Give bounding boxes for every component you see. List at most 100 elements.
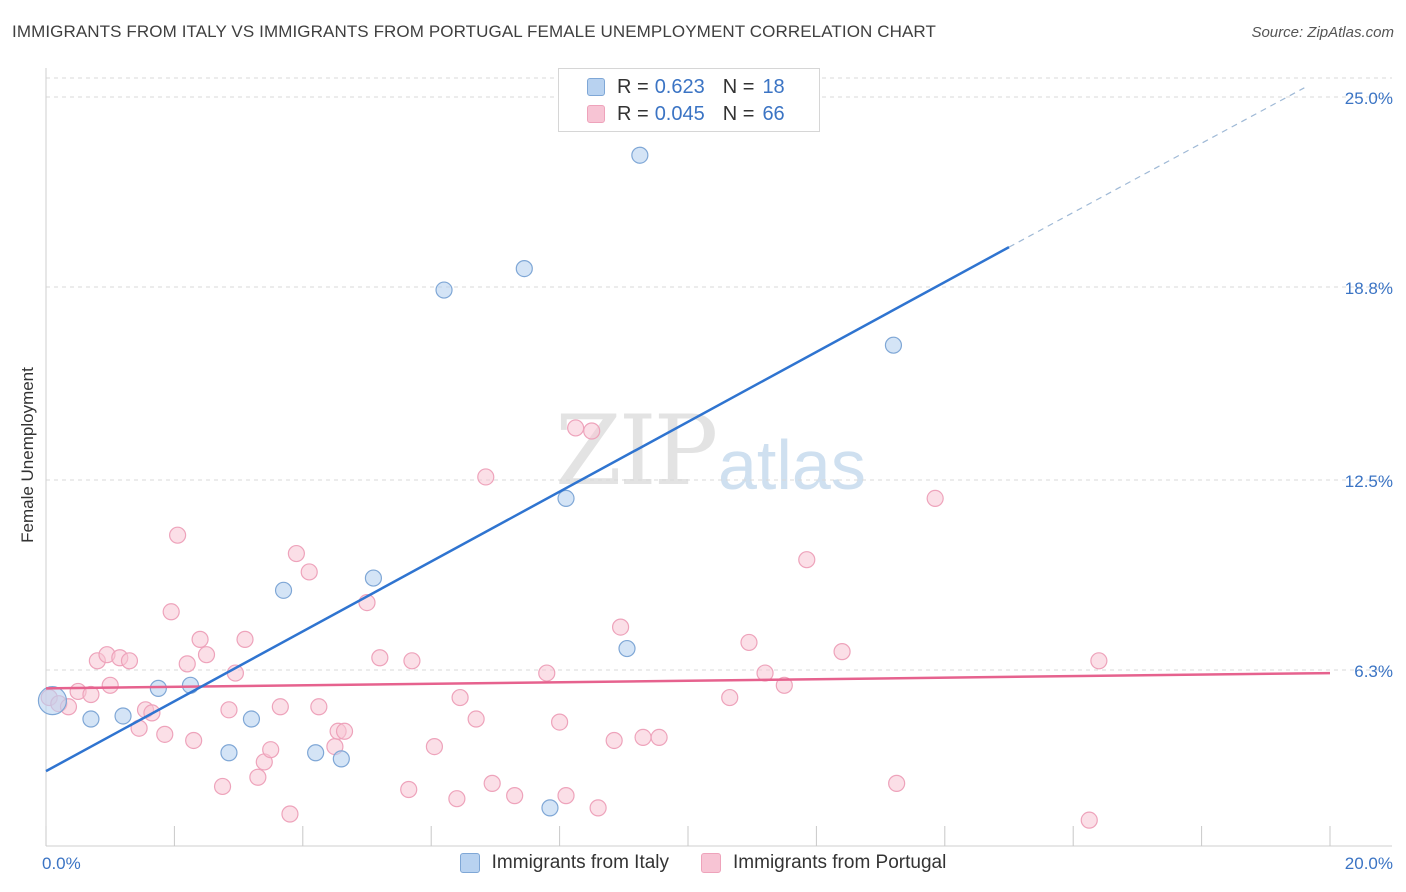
portugal-point xyxy=(721,688,739,707)
portugal-point xyxy=(567,419,585,437)
italy-point xyxy=(631,146,649,164)
portugal-point xyxy=(82,685,100,704)
portugal-point xyxy=(371,649,389,667)
italy-legend-swatch xyxy=(459,853,480,873)
portugal-r-value: 0.045 xyxy=(654,102,705,125)
y-tick-label: 18.8% xyxy=(1345,279,1393,298)
portugal-point xyxy=(650,728,668,747)
portugal-point xyxy=(775,676,793,694)
portugal-r-label: R = xyxy=(617,102,649,125)
portugal-point xyxy=(611,618,630,636)
portugal-legend-swatch xyxy=(701,853,722,873)
portugal-point xyxy=(197,646,216,664)
portugal-point xyxy=(506,787,524,805)
portugal-point xyxy=(271,698,289,716)
portugal-point xyxy=(1080,811,1098,829)
portugal-point xyxy=(191,630,209,648)
italy-trend-line xyxy=(45,246,1010,773)
italy-point xyxy=(181,676,200,694)
italy-point xyxy=(82,710,100,728)
portugal-trend-line xyxy=(45,671,1331,690)
portugal-point xyxy=(101,676,119,694)
x-tick-label-end: 20.0% xyxy=(1345,854,1393,873)
portugal-point xyxy=(926,489,944,508)
italy-point xyxy=(557,489,575,508)
portugal-point xyxy=(583,422,601,440)
portugal-point xyxy=(120,652,139,670)
italy-point xyxy=(307,744,325,762)
portugal-n-value: 66 xyxy=(762,102,785,125)
legend-row-italy: R = 0.623 N = 18 xyxy=(587,75,785,99)
portugal-point xyxy=(477,468,495,486)
portugal-point xyxy=(213,777,232,796)
portugal-point xyxy=(236,630,254,648)
portugal-point xyxy=(403,652,421,670)
portugal-point xyxy=(169,526,187,544)
portugal-point xyxy=(798,551,816,569)
portugal-point xyxy=(483,774,501,792)
portugal-point xyxy=(178,655,196,673)
portugal-point xyxy=(310,698,328,716)
legend-item-portugal: Immigrants from Portugal xyxy=(701,852,946,874)
y-tick-label: 6.3% xyxy=(1354,662,1393,681)
portugal-point xyxy=(249,768,267,786)
portugal-point xyxy=(300,563,318,581)
portugal-point xyxy=(538,664,556,682)
stats-legend: R = 0.623 N = 18 R = 0.045 N = 66 xyxy=(558,68,820,132)
italy-r-label: R = xyxy=(617,75,649,98)
y-axis-title: Female Unemployment xyxy=(18,367,37,543)
italy-point xyxy=(541,799,559,817)
source-label: Source: ZipAtlas.com xyxy=(1251,24,1394,41)
portugal-point xyxy=(162,603,180,621)
portugal-point xyxy=(634,728,652,747)
portugal-point xyxy=(335,722,354,740)
italy-point xyxy=(149,679,167,697)
series-legend: Immigrants from Italy Immigrants from Po… xyxy=(0,852,1406,874)
italy-point xyxy=(618,639,636,658)
portugal-point xyxy=(451,688,469,707)
chart-title: IMMIGRANTS FROM ITALY VS IMMIGRANTS FROM… xyxy=(12,22,936,41)
portugal-point xyxy=(833,643,851,661)
portugal-point xyxy=(605,731,623,750)
italy-trend-extension xyxy=(1008,87,1305,248)
italy-point xyxy=(37,686,68,716)
italy-n-value: 18 xyxy=(762,75,785,98)
portugal-point xyxy=(425,738,444,756)
portugal-point xyxy=(888,774,906,792)
italy-legend-label: Immigrants from Italy xyxy=(491,852,670,873)
legend-item-italy: Immigrants from Italy xyxy=(459,852,670,874)
portugal-point xyxy=(740,633,758,652)
portugal-point xyxy=(550,713,569,731)
portugal-point xyxy=(448,790,466,808)
portugal-point xyxy=(262,741,280,759)
italy-point xyxy=(884,336,903,354)
portugal-point xyxy=(185,731,203,750)
portugal-point xyxy=(756,664,774,682)
italy-point xyxy=(242,710,261,728)
italy-point xyxy=(364,569,383,587)
portugal-point xyxy=(220,701,238,719)
portugal-point xyxy=(156,725,174,743)
portugal-point xyxy=(467,710,485,728)
italy-point xyxy=(220,744,238,762)
portugal-point xyxy=(281,805,299,823)
y-tick-label: 25.0% xyxy=(1345,89,1393,108)
portugal-legend-label: Immigrants from Portugal xyxy=(733,852,947,873)
italy-point xyxy=(274,581,293,599)
legend-row-portugal: R = 0.045 N = 66 xyxy=(587,102,785,126)
portugal-point xyxy=(400,780,418,799)
portugal-point xyxy=(1090,652,1108,670)
italy-point xyxy=(114,707,132,725)
italy-point xyxy=(332,750,350,768)
y-tick-label: 12.5% xyxy=(1345,472,1393,491)
portugal-swatch xyxy=(587,105,605,123)
italy-r-value: 0.623 xyxy=(654,75,705,98)
italy-point xyxy=(435,281,453,299)
portugal-point xyxy=(557,787,575,805)
x-tick-label-start: 0.0% xyxy=(42,854,81,873)
portugal-point xyxy=(589,799,607,817)
watermark-atlas: atlas xyxy=(718,426,866,504)
italy-n-label: N = xyxy=(722,75,755,98)
portugal-n-label: N = xyxy=(722,102,755,125)
